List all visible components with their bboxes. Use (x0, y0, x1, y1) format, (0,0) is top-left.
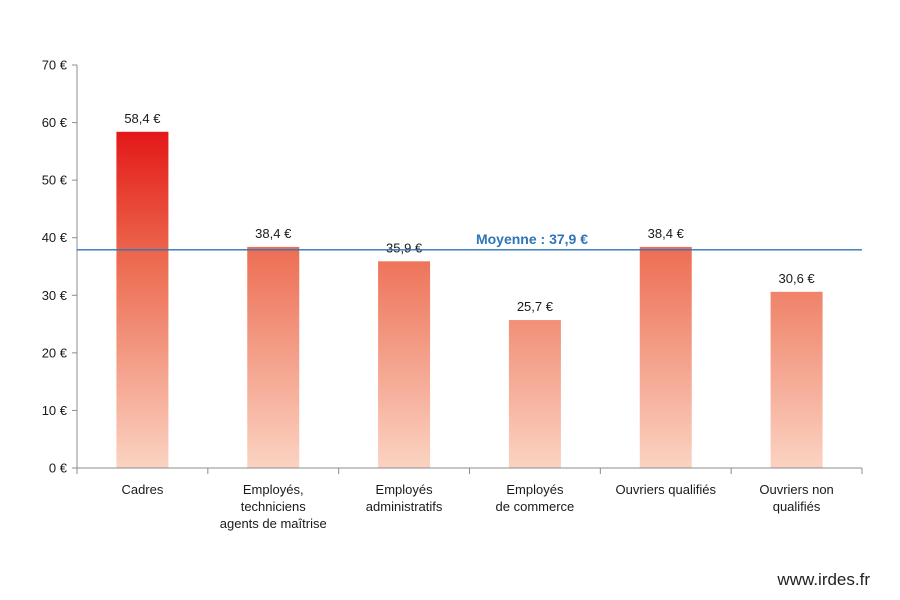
data-label: 58,4 € (124, 111, 161, 126)
bar (378, 261, 431, 468)
bar (508, 320, 561, 468)
x-tick-label: Cadres (121, 482, 163, 497)
average-label: Moyenne : 37,9 € (476, 231, 588, 247)
data-label: 35,9 € (386, 240, 423, 255)
y-tick-label: 20 € (42, 345, 68, 360)
data-label: 25,7 € (517, 299, 554, 314)
data-label: 38,4 € (648, 226, 685, 241)
x-tick-label: Employés de commerce (496, 482, 575, 514)
bar (247, 246, 300, 468)
source-url: www.irdes.fr (777, 570, 870, 589)
x-tick-label: Employés administratifs (366, 482, 443, 514)
bar (639, 246, 692, 468)
x-tick-label: Ouvriers non qualifiés (759, 482, 833, 514)
x-tick-label: Ouvriers qualifiés (616, 482, 717, 497)
x-axis: Cadres Employés, techniciens agents de maît… (76, 467, 863, 531)
average-line-group: Moyenne : 37,9 € (77, 231, 862, 251)
y-tick-label: 30 € (42, 288, 68, 303)
x-tick-label: Employés, techniciens agents de maîtrise (220, 482, 327, 531)
data-label: 30,6 € (779, 271, 816, 286)
bar (770, 291, 823, 468)
y-tick-label: 60 € (42, 115, 68, 130)
y-tick-label: 0 € (49, 461, 68, 476)
data-label: 38,4 € (255, 226, 292, 241)
y-tick-label: 70 € (42, 58, 68, 73)
y-tick-label: 50 € (42, 173, 68, 188)
y-tick-label: 40 € (42, 230, 68, 245)
bars: 58,4 € 38,4 € 35,9 € 25,7 € 38,4 € 30,6 € (116, 111, 823, 469)
y-tick-label: 10 € (42, 403, 68, 418)
y-axis: 0 € 10 € 20 € 30 € 40 € 50 € 60 € 70 € (42, 58, 78, 476)
bar (116, 131, 169, 469)
